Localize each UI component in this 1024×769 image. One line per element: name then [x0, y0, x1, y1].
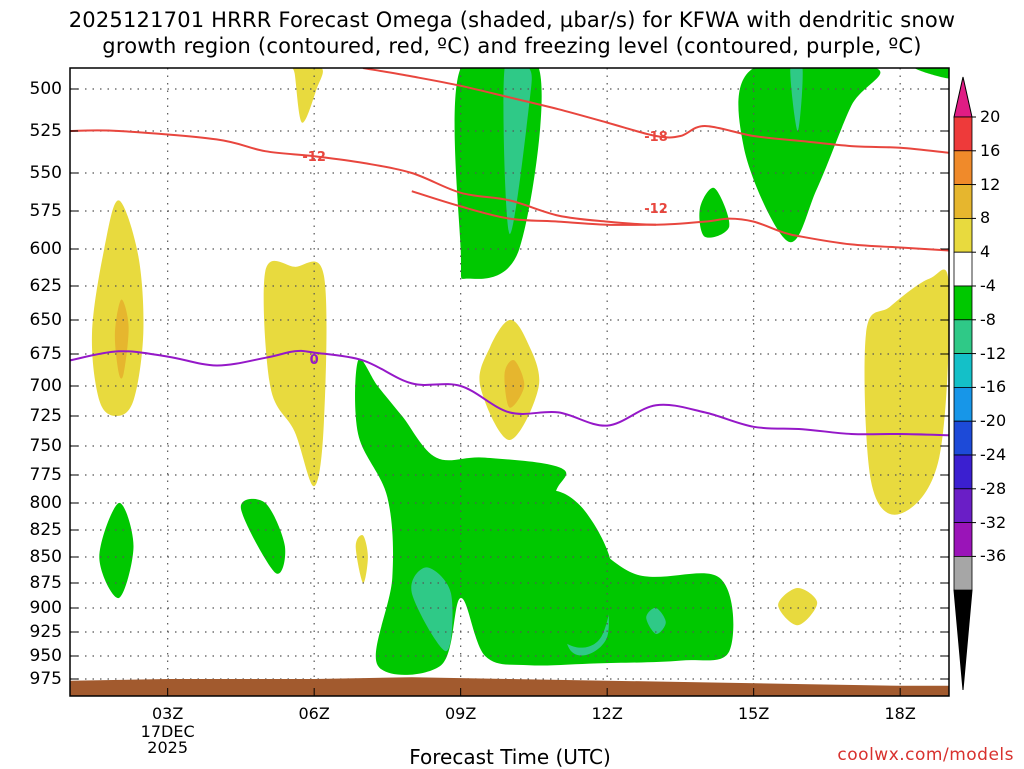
contour-label-1: -18	[644, 130, 668, 145]
colorbar-bottom-triangle	[953, 589, 973, 691]
chart-title-line-2: growth region (contoured, red, ºC) and f…	[102, 34, 922, 58]
omega-shaded-region-13	[738, 68, 881, 243]
y-tick-label: 700	[29, 376, 62, 396]
colorbar-level-label: -32	[980, 512, 1007, 532]
colorbar-segment-1	[953, 116, 973, 152]
colorbar-level-label: 20	[980, 107, 1001, 126]
y-tick-label: 925	[29, 622, 62, 642]
y-tick-label: 750	[29, 436, 62, 456]
contour-line-3	[70, 349, 949, 437]
y-tick-label: 975	[29, 669, 62, 689]
omega-shaded-region-17	[99, 502, 134, 599]
omega-shaded-region-9	[778, 587, 818, 626]
colorbar-segment-2	[953, 150, 973, 186]
y-tick-label: 575	[29, 201, 62, 221]
omega-shaded-region-1	[114, 299, 129, 379]
colorbar-level-label: -12	[980, 343, 1007, 363]
omega-shaded-region-23	[646, 607, 666, 634]
colorbar-level-label: -20	[980, 411, 1007, 431]
colorbar-level-label: -24	[980, 445, 1007, 464]
x-tick-label: 03Z	[151, 704, 184, 723]
x-tick-sublabel: 17DEC	[140, 722, 195, 741]
colorbar-segment-12	[953, 488, 973, 523]
plot-content: -12 -18 -12 0	[70, 68, 949, 696]
y-tick-label: 625	[29, 276, 62, 296]
y-tick-label: 650	[29, 310, 62, 330]
omega-shaded-region-0	[91, 200, 144, 416]
contour-line-1	[362, 68, 949, 154]
colorbar-segment-8	[953, 353, 973, 388]
colorbar-level-label: -8	[980, 309, 996, 329]
colorbar-segment-10	[953, 420, 973, 456]
y-tick-label: 800	[29, 493, 62, 513]
x-tick-sublabel: 2025	[147, 738, 189, 757]
x-tick-label: 12Z	[591, 704, 623, 723]
omega-shaded-region-3	[263, 260, 327, 487]
x-tick-label: 06Z	[298, 704, 330, 723]
y-tick-label: 675	[29, 344, 62, 364]
y-tick-label: 900	[29, 598, 62, 618]
colorbar-level-label: 8	[980, 208, 991, 228]
colorbar-segment-13	[953, 522, 973, 557]
contour-line-2	[411, 190, 657, 226]
contour-label-2: -12	[644, 202, 668, 217]
omega-shaded-region-2	[290, 68, 323, 123]
colorbar-segment-9	[953, 386, 973, 422]
terrain-fill	[70, 677, 949, 696]
x-axis-label: Forecast Time (UTC)	[409, 745, 611, 769]
omega-shaded-region-20	[411, 567, 453, 652]
y-tick-label: 850	[29, 547, 62, 567]
colorbar-segment-7	[953, 319, 973, 354]
y-tick-label: 775	[29, 465, 62, 485]
x-tick-label: 18Z	[884, 704, 916, 723]
omega-shaded-region-5	[504, 360, 525, 408]
colorbar-level-label: -36	[980, 546, 1007, 566]
omega-shaded-region-18	[240, 498, 286, 574]
x-tick-label: 15Z	[737, 704, 770, 723]
colorbar-level-label: 12	[980, 174, 1001, 194]
y-tick-label: 875	[29, 573, 62, 593]
colorbar-level-label: -16	[980, 377, 1007, 397]
chart-title-line-1: 2025121701 HRRR Forecast Omega (shaded, …	[68, 8, 956, 32]
omega-shaded-region-16	[699, 187, 730, 238]
x-tick-label: 09Z	[444, 704, 477, 723]
y-tick-label: 725	[29, 406, 62, 426]
y-tick-label: 550	[29, 163, 62, 183]
colorbar-segment-14	[953, 556, 973, 591]
colorbar-segment-5	[953, 251, 973, 287]
colorbar-level-label: 4	[980, 242, 991, 262]
contour-label-0: -12	[302, 150, 326, 165]
colorbar-level-label: -4	[980, 276, 996, 295]
colorbar-level-label: 16	[980, 140, 1001, 160]
omega-shaded-region-10	[864, 269, 949, 515]
contour-label-3: 0	[310, 353, 319, 368]
y-tick-label: 600	[29, 239, 62, 259]
colorbar-segment-6	[953, 285, 973, 321]
colorbar-segment-11	[953, 454, 973, 490]
colorbar-segment-3	[953, 184, 973, 219]
y-tick-label: 950	[29, 646, 62, 666]
plot-frame	[69, 67, 950, 697]
colorbar-top-triangle	[953, 76, 973, 118]
y-tick-label: 500	[29, 79, 62, 99]
colorbar-level-label: -28	[980, 478, 1007, 498]
credit-text: coolwx.com/models	[837, 745, 1014, 765]
y-tick-label: 825	[29, 520, 62, 540]
omega-shaded-region-12	[503, 68, 532, 234]
omega-shaded-region-8	[355, 535, 368, 584]
omega-shaded-region-15	[914, 68, 949, 79]
omega-shaded-region-14	[790, 68, 803, 131]
y-tick-label: 525	[29, 121, 62, 141]
omega-shaded-region-24	[538, 490, 613, 648]
contour-line-0	[70, 129, 949, 252]
colorbar-segment-4	[953, 217, 973, 253]
